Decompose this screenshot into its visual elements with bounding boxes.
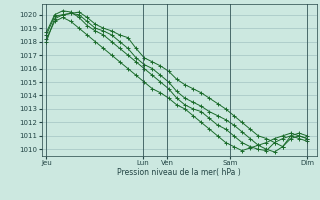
X-axis label: Pression niveau de la mer( hPa ): Pression niveau de la mer( hPa ) <box>117 168 241 177</box>
